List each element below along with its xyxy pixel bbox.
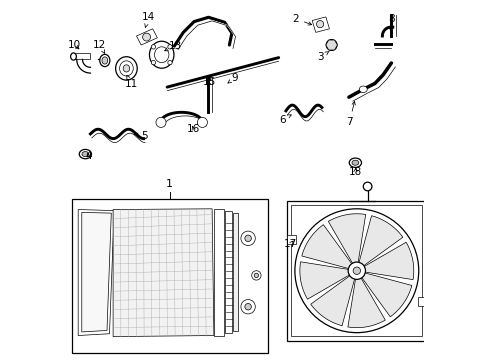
Circle shape (352, 267, 360, 274)
Polygon shape (299, 262, 349, 299)
Circle shape (142, 33, 150, 41)
Circle shape (244, 303, 251, 310)
Polygon shape (363, 242, 413, 280)
Bar (225, 211, 231, 333)
Ellipse shape (359, 86, 366, 93)
Polygon shape (310, 275, 354, 326)
Ellipse shape (79, 149, 91, 159)
Circle shape (167, 45, 172, 49)
Bar (286, 235, 296, 244)
Circle shape (241, 231, 255, 246)
Circle shape (167, 60, 172, 65)
Polygon shape (327, 214, 365, 264)
Polygon shape (301, 225, 351, 269)
Circle shape (151, 60, 155, 65)
Circle shape (347, 262, 365, 279)
Ellipse shape (100, 54, 110, 67)
Text: 5: 5 (134, 131, 147, 141)
Circle shape (151, 45, 155, 49)
Circle shape (244, 235, 251, 242)
Circle shape (294, 209, 418, 333)
Circle shape (197, 117, 207, 127)
Text: 8: 8 (387, 14, 394, 31)
Circle shape (241, 300, 255, 314)
Ellipse shape (348, 158, 361, 167)
Text: 6: 6 (279, 114, 291, 125)
Ellipse shape (149, 41, 174, 68)
Text: 18: 18 (348, 167, 361, 177)
Text: 3: 3 (317, 51, 328, 62)
Text: 4: 4 (85, 150, 91, 161)
Text: 16: 16 (186, 124, 200, 134)
Ellipse shape (123, 65, 129, 72)
Text: 11: 11 (124, 75, 138, 89)
Circle shape (363, 182, 371, 191)
Polygon shape (361, 273, 411, 317)
Text: 9: 9 (227, 73, 237, 84)
Ellipse shape (82, 152, 89, 157)
Bar (213, 209, 224, 336)
Ellipse shape (70, 53, 76, 60)
Polygon shape (325, 40, 337, 50)
Polygon shape (78, 210, 114, 336)
Text: 13: 13 (164, 41, 182, 51)
Bar (291, 205, 422, 336)
Ellipse shape (351, 160, 358, 165)
Text: 1: 1 (166, 179, 173, 189)
Ellipse shape (115, 57, 137, 80)
Circle shape (316, 21, 323, 28)
Text: 17: 17 (284, 239, 297, 249)
Text: 2: 2 (292, 14, 311, 25)
Text: 12: 12 (93, 40, 106, 53)
Ellipse shape (325, 40, 336, 50)
Polygon shape (136, 29, 157, 45)
Polygon shape (81, 212, 111, 332)
Text: 10: 10 (67, 40, 81, 50)
Polygon shape (73, 53, 90, 59)
Text: 14: 14 (142, 12, 155, 28)
Circle shape (254, 273, 258, 278)
Ellipse shape (102, 57, 107, 64)
Bar (232, 213, 238, 331)
Text: 15: 15 (202, 77, 215, 87)
Circle shape (251, 271, 261, 280)
Text: 7: 7 (346, 102, 355, 127)
Circle shape (156, 117, 166, 127)
Polygon shape (113, 209, 213, 337)
Polygon shape (347, 278, 385, 328)
Polygon shape (358, 216, 402, 266)
Polygon shape (311, 17, 329, 32)
Bar (417, 297, 426, 306)
Bar (72, 199, 267, 353)
Bar (286, 201, 426, 341)
